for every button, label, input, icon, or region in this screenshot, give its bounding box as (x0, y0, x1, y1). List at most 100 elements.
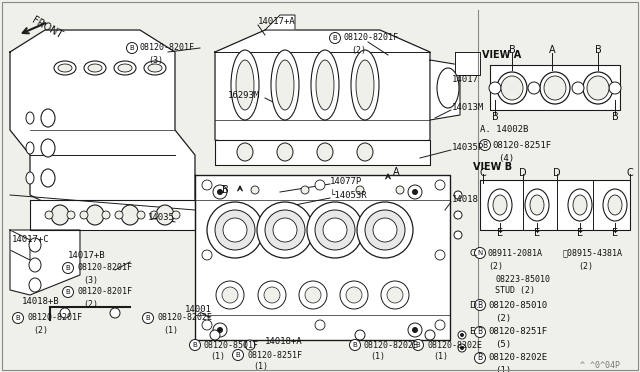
Text: 14017: 14017 (452, 76, 479, 84)
Ellipse shape (26, 142, 34, 154)
Circle shape (143, 312, 154, 324)
Circle shape (251, 186, 259, 194)
Text: B: B (146, 315, 150, 321)
Ellipse shape (88, 64, 102, 72)
Text: B: B (130, 45, 134, 51)
Text: B: B (333, 35, 337, 41)
Text: VIEW B: VIEW B (473, 162, 512, 172)
Circle shape (127, 42, 138, 54)
Text: C.: C. (469, 248, 478, 257)
Text: ^ ^0^04P: ^ ^0^04P (580, 360, 620, 369)
Polygon shape (480, 180, 630, 230)
Text: D: D (519, 168, 527, 178)
Ellipse shape (86, 205, 104, 225)
Circle shape (215, 210, 255, 250)
Polygon shape (430, 60, 460, 120)
Ellipse shape (488, 189, 512, 221)
Text: 08120-8251F: 08120-8251F (492, 141, 551, 150)
Polygon shape (10, 230, 30, 260)
Circle shape (63, 263, 74, 273)
Ellipse shape (544, 76, 566, 100)
Circle shape (572, 82, 584, 94)
Text: 14013M: 14013M (452, 103, 484, 112)
Circle shape (307, 202, 363, 258)
Text: B: B (477, 353, 483, 362)
Text: (1): (1) (253, 362, 268, 371)
Circle shape (413, 340, 424, 350)
Ellipse shape (493, 195, 507, 215)
Text: B: B (612, 112, 618, 122)
Text: (1): (1) (210, 352, 225, 360)
Text: B: B (66, 289, 70, 295)
Text: 16293M: 16293M (228, 90, 260, 99)
Text: (1): (1) (370, 352, 385, 360)
Text: 08120-8202E: 08120-8202E (427, 340, 482, 350)
Circle shape (460, 333, 464, 337)
Ellipse shape (210, 330, 220, 340)
Text: 08120-8202E: 08120-8202E (157, 314, 212, 323)
Ellipse shape (603, 189, 627, 221)
Text: N: N (477, 250, 483, 256)
Circle shape (454, 231, 462, 239)
Circle shape (213, 185, 227, 199)
Circle shape (232, 350, 243, 360)
Text: B: B (222, 185, 228, 195)
Ellipse shape (311, 50, 339, 120)
Ellipse shape (245, 340, 255, 350)
Ellipse shape (41, 169, 55, 187)
Circle shape (396, 186, 404, 194)
Polygon shape (490, 65, 620, 110)
Ellipse shape (277, 143, 293, 161)
Ellipse shape (425, 330, 435, 340)
Ellipse shape (118, 64, 132, 72)
Text: 14018+A: 14018+A (265, 337, 303, 346)
Text: 14077P: 14077P (330, 177, 362, 186)
Text: A: A (548, 45, 556, 55)
Text: (1): (1) (163, 326, 178, 334)
Text: (2): (2) (83, 299, 98, 308)
Text: 14017+A: 14017+A (258, 17, 296, 26)
Ellipse shape (54, 61, 76, 75)
Ellipse shape (525, 189, 549, 221)
Text: 08120-8251F: 08120-8251F (247, 350, 302, 359)
Text: (3): (3) (83, 276, 98, 285)
Circle shape (323, 218, 347, 242)
Circle shape (216, 281, 244, 309)
Ellipse shape (121, 205, 139, 225)
Circle shape (346, 287, 362, 303)
Text: 08120-85010: 08120-85010 (488, 301, 547, 310)
Text: B: B (595, 45, 602, 55)
Circle shape (474, 327, 486, 337)
Ellipse shape (317, 143, 333, 161)
Circle shape (207, 202, 263, 258)
Circle shape (408, 323, 422, 337)
Text: B: B (509, 45, 515, 55)
Circle shape (408, 185, 422, 199)
Circle shape (80, 211, 88, 219)
Circle shape (528, 82, 540, 94)
Text: D: D (553, 168, 561, 178)
Polygon shape (215, 140, 430, 165)
Circle shape (264, 287, 280, 303)
Text: VIEW A: VIEW A (482, 50, 521, 60)
Ellipse shape (26, 112, 34, 124)
Ellipse shape (144, 61, 166, 75)
Text: C: C (627, 168, 634, 178)
Text: E.: E. (469, 327, 477, 337)
Text: B: B (236, 352, 241, 358)
Circle shape (172, 211, 180, 219)
Ellipse shape (51, 205, 69, 225)
Ellipse shape (587, 76, 609, 100)
Text: B: B (477, 301, 483, 310)
Polygon shape (10, 230, 80, 295)
Circle shape (257, 202, 313, 258)
Circle shape (460, 346, 464, 350)
Circle shape (340, 281, 368, 309)
Text: (2): (2) (351, 45, 366, 55)
Circle shape (330, 32, 340, 44)
Text: (5): (5) (495, 340, 511, 350)
Circle shape (299, 281, 327, 309)
Text: 08120-8201F: 08120-8201F (77, 263, 132, 273)
Text: (1): (1) (433, 352, 448, 360)
Circle shape (223, 218, 247, 242)
